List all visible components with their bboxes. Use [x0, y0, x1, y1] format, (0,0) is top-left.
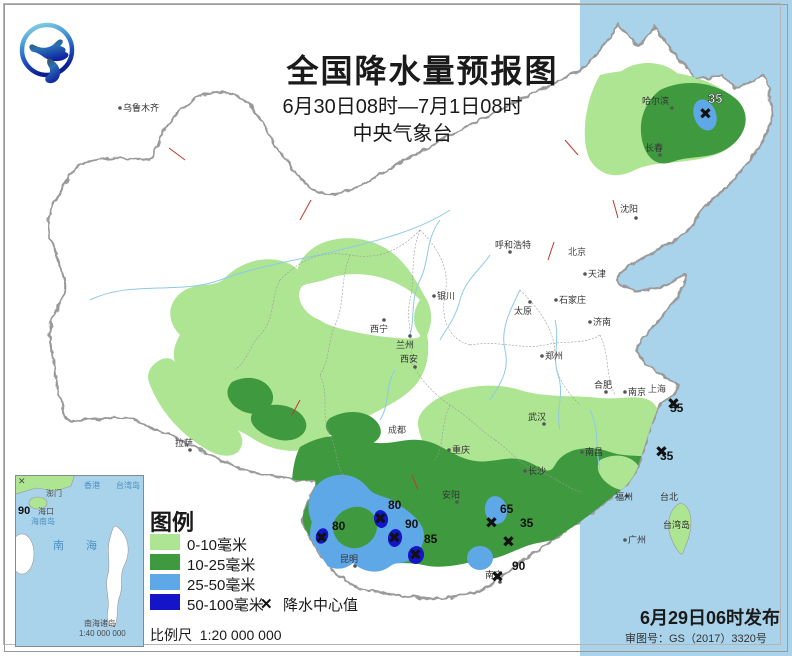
svg-text:海南岛: 海南岛 — [31, 516, 55, 526]
svg-text:✕: ✕ — [18, 476, 26, 486]
svg-text:1:40 000 000: 1:40 000 000 — [79, 629, 126, 638]
svg-text:香港: 香港 — [84, 480, 100, 490]
svg-text:澎门: 澎门 — [46, 488, 62, 498]
svg-text:海口: 海口 — [38, 506, 54, 516]
svg-text:90: 90 — [18, 505, 30, 517]
svg-text:台湾岛: 台湾岛 — [116, 480, 140, 490]
svg-text:海: 海 — [86, 538, 97, 552]
svg-text:南海诸岛: 南海诸岛 — [84, 618, 116, 628]
svg-text:南: 南 — [53, 539, 64, 552]
